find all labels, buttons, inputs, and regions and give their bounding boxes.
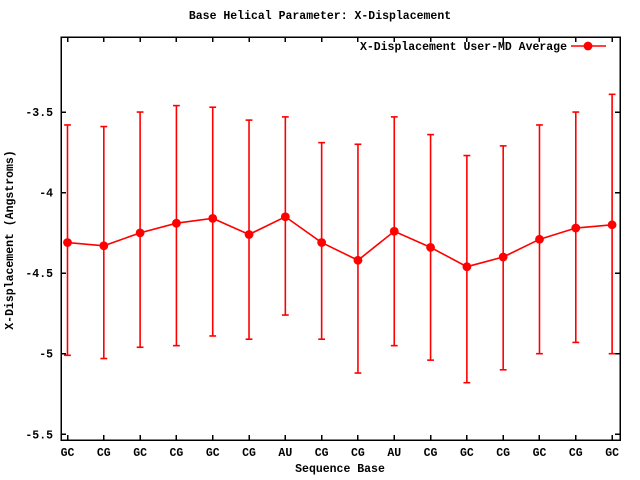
svg-text:CG: CG bbox=[496, 447, 510, 460]
svg-text:GC: GC bbox=[61, 447, 75, 460]
svg-text:AU: AU bbox=[387, 447, 401, 460]
svg-text:CG: CG bbox=[569, 447, 583, 460]
svg-text:CG: CG bbox=[97, 447, 111, 460]
svg-text:GC: GC bbox=[133, 447, 147, 460]
svg-text:-5: -5 bbox=[39, 349, 53, 362]
svg-text:AU: AU bbox=[278, 447, 292, 460]
svg-text:Base Helical Parameter: X-Dis: Base Helical Parameter: X-Displacement bbox=[189, 10, 451, 23]
svg-text:CG: CG bbox=[170, 447, 184, 460]
svg-text:GC: GC bbox=[460, 447, 474, 460]
svg-text:-4: -4 bbox=[39, 188, 53, 201]
svg-text:GC: GC bbox=[533, 447, 547, 460]
svg-text:GC: GC bbox=[605, 447, 619, 460]
svg-text:CG: CG bbox=[242, 447, 256, 460]
svg-text:X-Displacement (Angstroms): X-Displacement (Angstroms) bbox=[4, 150, 17, 329]
svg-text:GC: GC bbox=[206, 447, 220, 460]
svg-text:CG: CG bbox=[424, 447, 438, 460]
svg-text:CG: CG bbox=[351, 447, 365, 460]
svg-text:-3.5: -3.5 bbox=[25, 107, 53, 120]
svg-text:X-Displacement User-MD Average: X-Displacement User-MD Average bbox=[360, 41, 567, 54]
svg-text:CG: CG bbox=[315, 447, 329, 460]
svg-text:Sequence Base: Sequence Base bbox=[295, 463, 385, 476]
svg-text:-5.5: -5.5 bbox=[25, 429, 53, 442]
svg-text:-4.5: -4.5 bbox=[25, 268, 53, 281]
